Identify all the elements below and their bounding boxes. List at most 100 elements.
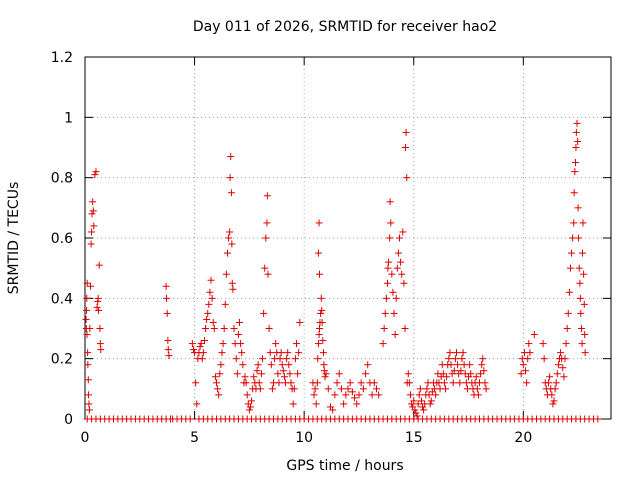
- data-point: [280, 373, 288, 381]
- data-point: [335, 370, 343, 378]
- x-tick-label: 5: [190, 430, 199, 446]
- data-point: [285, 361, 293, 369]
- data-point: [83, 306, 91, 314]
- data-point: [237, 340, 245, 348]
- data-point: [571, 168, 579, 176]
- data-point: [384, 264, 392, 272]
- data-point: [572, 144, 580, 151]
- data-point: [577, 309, 585, 317]
- x-tick-label: 15: [405, 430, 423, 446]
- data-point: [575, 234, 583, 242]
- data-point: [570, 219, 578, 227]
- data-point: [385, 258, 393, 266]
- data-point: [391, 331, 399, 339]
- y-tick-label: 0.2: [51, 352, 73, 368]
- data-point: [548, 391, 556, 399]
- data-point: [569, 234, 577, 242]
- data-point: [83, 331, 91, 339]
- data-point: [320, 361, 328, 369]
- data-point: [364, 361, 372, 369]
- data-point: [225, 234, 233, 242]
- data-point: [246, 403, 254, 411]
- data-point: [577, 325, 585, 332]
- data-point: [213, 379, 220, 387]
- data-point: [526, 349, 534, 357]
- data-point: [243, 391, 251, 399]
- data-point: [399, 228, 407, 236]
- data-point: [241, 373, 249, 381]
- data-point: [446, 349, 454, 357]
- data-point: [226, 228, 234, 236]
- data-point: [432, 391, 440, 399]
- data-point: [86, 282, 94, 290]
- data-point: [205, 300, 213, 308]
- data-point: [523, 379, 531, 387]
- data-point: [574, 137, 582, 145]
- data-point: [357, 379, 365, 387]
- data-point: [442, 385, 450, 393]
- data-point: [405, 379, 413, 387]
- x-axis-label: GPS time / hours: [286, 458, 403, 474]
- data-point: [387, 219, 395, 227]
- data-point: [474, 391, 482, 399]
- data-point: [482, 385, 490, 393]
- data-point: [311, 385, 319, 393]
- data-point: [390, 309, 398, 317]
- data-point: [85, 406, 93, 414]
- data-point: [162, 282, 170, 290]
- data-point: [232, 355, 240, 363]
- data-point: [94, 294, 102, 302]
- data-point: [296, 318, 304, 326]
- data-point: [314, 340, 322, 348]
- data-point: [517, 370, 525, 378]
- data-point: [96, 325, 104, 332]
- data-point: [562, 340, 570, 348]
- data-point: [209, 318, 217, 326]
- data-point: [412, 409, 420, 417]
- data-point: [348, 388, 356, 396]
- data-point: [189, 346, 197, 354]
- data-point: [88, 228, 96, 236]
- data-point: [443, 373, 451, 381]
- data-point: [259, 355, 267, 363]
- data-point: [346, 379, 354, 387]
- data-point: [84, 349, 92, 357]
- data-point: [253, 367, 261, 375]
- x-tick-label: 20: [514, 430, 532, 446]
- data-point: [274, 370, 282, 378]
- data-point: [481, 379, 489, 387]
- chart-title: Day 011 of 2026, SRMTID for receiver hao…: [193, 19, 497, 35]
- data-point: [286, 370, 294, 378]
- data-point: [207, 276, 215, 284]
- data-point: [404, 370, 412, 378]
- data-point: [254, 361, 262, 369]
- data-point: [200, 337, 208, 345]
- data-point: [268, 385, 276, 393]
- data-point: [573, 119, 581, 127]
- data-point: [192, 379, 200, 387]
- data-point: [315, 219, 323, 227]
- data-point: [278, 361, 286, 369]
- data-point: [272, 340, 280, 348]
- data-point: [553, 370, 561, 378]
- data-point: [580, 300, 588, 308]
- data-point: [557, 349, 565, 357]
- data-point: [82, 315, 90, 323]
- data-point: [394, 249, 402, 257]
- data-point: [289, 400, 297, 408]
- y-tick-label: 0.6: [51, 231, 73, 247]
- data-point: [316, 270, 324, 278]
- data-point: [478, 361, 486, 369]
- data-point: [88, 210, 96, 218]
- data-point: [83, 279, 91, 287]
- data-point: [89, 207, 97, 215]
- data-point: [203, 315, 211, 323]
- data-point: [550, 397, 558, 405]
- data-point: [321, 373, 329, 381]
- data-point: [578, 340, 586, 348]
- data-point: [415, 391, 423, 399]
- data-point: [539, 340, 547, 348]
- data-point: [313, 379, 321, 387]
- data-point: [549, 400, 557, 408]
